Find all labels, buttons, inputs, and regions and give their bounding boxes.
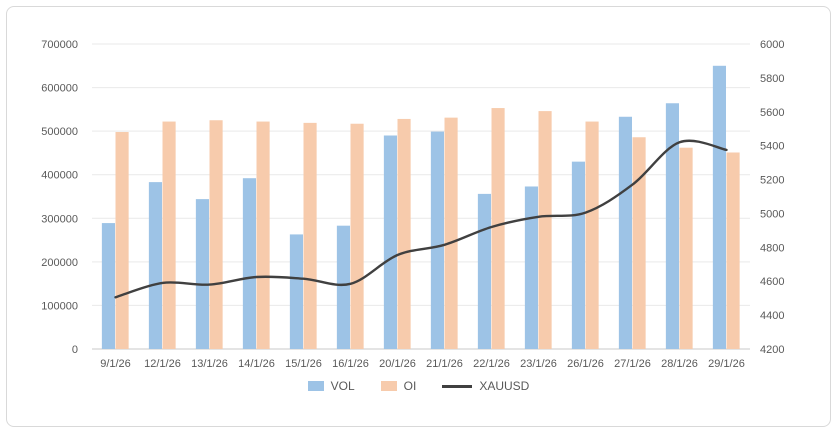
left-axis-tick-label: 400000	[41, 170, 78, 182]
vol-bar	[242, 178, 256, 349]
oi-bar	[632, 137, 646, 349]
right-axis-tick-label: 4800	[760, 242, 784, 254]
x-axis-category-label: 26/1/26	[567, 358, 604, 370]
x-axis-category-label: 22/1/26	[473, 358, 510, 370]
right-axis-tick-label: 4400	[760, 310, 784, 322]
oi-bar	[679, 147, 693, 349]
legend-label: OI	[403, 379, 417, 393]
vol-bar	[289, 234, 303, 349]
vol-bar	[571, 161, 585, 349]
legend-line-xauusd	[442, 384, 473, 388]
oi-bar	[444, 117, 458, 349]
right-axis-tick-label: 5200	[760, 175, 784, 187]
vol-bar	[101, 223, 115, 349]
vol-bar	[665, 103, 679, 349]
x-axis-category-label: 9/1/26	[100, 358, 131, 370]
right-axis-tick-label: 5400	[760, 141, 784, 153]
left-axis-tick-label: 0	[72, 344, 78, 356]
x-axis-category-label: 16/1/26	[332, 358, 369, 370]
vol-bar	[195, 199, 209, 349]
vol-bar	[618, 116, 632, 349]
oi-bar	[350, 123, 364, 349]
legend-label: VOL	[330, 379, 355, 393]
vol-bar	[430, 131, 444, 349]
x-axis-category-label: 21/1/26	[426, 358, 463, 370]
oi-bar	[256, 121, 270, 349]
oi-bar	[209, 120, 223, 349]
right-axis-tick-label: 4200	[760, 344, 784, 356]
x-axis-category-label: 13/1/26	[191, 358, 228, 370]
x-axis-category-label: 28/1/26	[661, 358, 698, 370]
oi-bar	[585, 121, 599, 349]
oi-bar	[162, 121, 176, 349]
oi-bar	[726, 152, 740, 349]
vol-bar	[148, 182, 162, 349]
left-axis-tick-label: 600000	[41, 83, 78, 95]
vol-bar	[383, 135, 397, 349]
x-axis-category-label: 20/1/26	[379, 358, 416, 370]
legend-item-oi: OI	[380, 379, 417, 393]
right-axis-tick-label: 5800	[760, 73, 784, 85]
left-axis-tick-label: 500000	[41, 126, 78, 138]
right-axis-tick-label: 6000	[760, 39, 784, 51]
x-axis-category-label: 14/1/26	[238, 358, 275, 370]
left-axis-tick-label: 700000	[41, 39, 78, 51]
oi-bar	[303, 122, 317, 349]
chart-legend: VOL OI XAUUSD	[0, 379, 837, 393]
legend-item-xauusd: XAUUSD	[442, 379, 529, 393]
vol-bar	[712, 65, 726, 350]
legend-square-vol	[307, 381, 324, 391]
chart-card	[6, 6, 831, 427]
left-axis-tick-label: 300000	[41, 213, 78, 225]
x-axis-category-label: 12/1/26	[144, 358, 181, 370]
left-axis-tick-label: 200000	[41, 257, 78, 269]
legend-item-vol: VOL	[307, 379, 355, 393]
oi-bar	[115, 132, 129, 349]
oi-bar	[538, 111, 552, 349]
left-axis-tick-label: 100000	[41, 300, 78, 312]
right-axis-tick-label: 5000	[760, 208, 784, 220]
x-axis-category-label: 27/1/26	[614, 358, 651, 370]
vol-bar	[336, 225, 350, 349]
vol-bar	[477, 193, 491, 349]
oi-bar	[397, 118, 411, 349]
right-axis-tick-label: 4600	[760, 276, 784, 288]
legend-square-oi	[380, 381, 397, 391]
right-axis-tick-label: 5600	[760, 107, 784, 119]
legend-label: XAUUSD	[479, 379, 530, 393]
x-axis-category-label: 23/1/26	[520, 358, 557, 370]
x-axis-category-label: 29/1/26	[708, 358, 745, 370]
xauusd-line	[114, 139, 728, 299]
vol-bar	[524, 186, 538, 349]
x-axis-category-label: 15/1/26	[285, 358, 322, 370]
oi-bar	[491, 108, 505, 349]
